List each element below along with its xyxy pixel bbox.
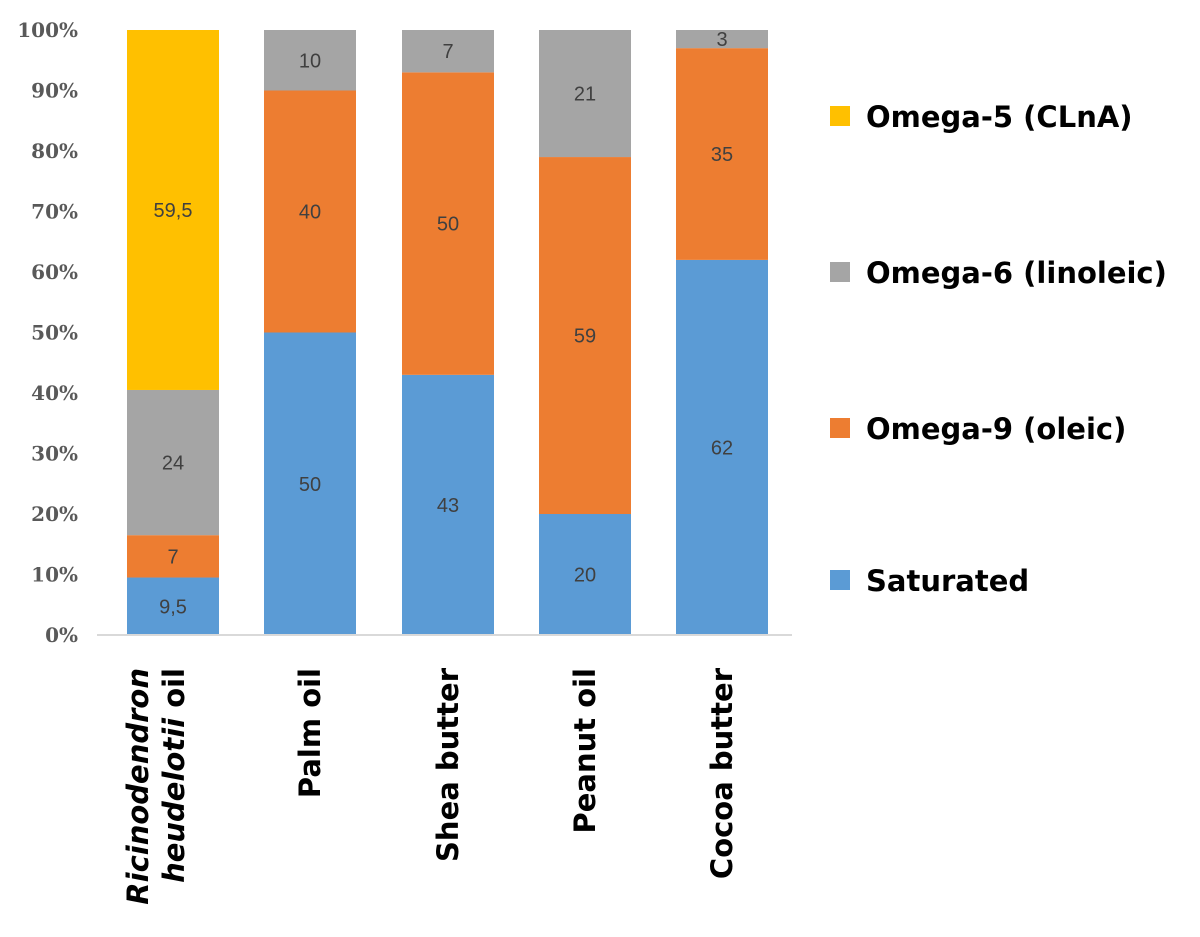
bar-segment-omega-9-oleic bbox=[539, 157, 631, 515]
data-label: 50 bbox=[437, 214, 459, 236]
y-tick-label: 0% bbox=[45, 623, 78, 647]
y-tick-label: 80% bbox=[31, 139, 78, 163]
data-label: 24 bbox=[162, 453, 184, 475]
x-tick-label: Shea butter bbox=[431, 667, 465, 862]
bar-segment-omega-9-oleic bbox=[127, 535, 219, 578]
y-tick-label: 40% bbox=[31, 381, 78, 405]
x-axis-labels: Ricinodendron heudelotii oil Palm oil Shea … bbox=[121, 667, 739, 904]
bar-segment-omega-9-oleic bbox=[402, 72, 494, 375]
data-label: 10 bbox=[299, 50, 321, 72]
legend-swatch-omega-5-clna bbox=[830, 106, 850, 126]
x-tick-label: Palm oil bbox=[293, 668, 327, 798]
x-tick-label: Peanut oil bbox=[568, 668, 602, 834]
data-label: 21 bbox=[574, 84, 596, 106]
legend-label: Omega-9 (oleic) bbox=[866, 412, 1126, 446]
bar-segment-omega-6-linoleic bbox=[539, 30, 631, 158]
data-label: 43 bbox=[437, 495, 459, 517]
x-tick-label-line: Ricinodendron bbox=[121, 668, 155, 905]
data-label: 20 bbox=[574, 565, 596, 587]
data-label: 7 bbox=[442, 41, 453, 63]
data-label: 9,5 bbox=[159, 596, 187, 618]
legend-swatch-saturated bbox=[830, 570, 850, 590]
x-tick-label: Cocoa butter bbox=[705, 667, 739, 879]
bar-segment-omega-5-clna bbox=[127, 30, 219, 390]
data-label: 59,5 bbox=[154, 200, 193, 222]
y-tick-label: 70% bbox=[31, 200, 78, 224]
bar-segment-saturated bbox=[676, 259, 768, 635]
bar-segment-saturated bbox=[402, 374, 494, 635]
legend-swatch-omega-6-linoleic bbox=[830, 262, 850, 282]
bar-segment-omega-9-oleic bbox=[264, 90, 356, 333]
bar-segment-omega-6-linoleic bbox=[127, 389, 219, 536]
legend-label: Omega-6 (linoleic) bbox=[866, 256, 1167, 290]
x-tick-label-line: heudelotii oil bbox=[157, 668, 191, 883]
legend-label: Omega-5 (CLnA) bbox=[866, 100, 1133, 134]
data-label: 35 bbox=[711, 144, 733, 166]
data-label: 40 bbox=[299, 202, 321, 224]
y-tick-label: 60% bbox=[31, 260, 78, 284]
y-axis: 0% 10% 20% 30% 40% 50% 60% 70% 80% 90% 100% bbox=[17, 18, 78, 647]
legend-swatch-omega-9-oleic bbox=[830, 418, 850, 438]
data-label: 62 bbox=[711, 437, 733, 459]
y-tick-label: 10% bbox=[31, 563, 78, 587]
legend-label: Saturated bbox=[866, 564, 1029, 598]
data-label: 50 bbox=[299, 474, 321, 496]
bar-segment-omega-6-linoleic bbox=[264, 30, 356, 91]
y-tick-label: 100% bbox=[17, 18, 78, 42]
legend: Omega-5 (CLnA) Omega-6 (linoleic) Omega-9 … bbox=[830, 100, 1167, 598]
bar-segment-omega-9-oleic bbox=[676, 48, 768, 260]
data-label: 59 bbox=[574, 326, 596, 348]
bar-segment-saturated bbox=[127, 577, 219, 635]
x-tick-label: Ricinodendron heudelotii oil bbox=[121, 668, 191, 905]
y-tick-label: 90% bbox=[31, 79, 78, 103]
bar-segment-omega-6-linoleic bbox=[676, 30, 768, 49]
y-tick-label: 30% bbox=[31, 442, 78, 466]
bars-group: 9,5 7 24 59,5 50 40 10 43 50 7 20 59 21 62 35 3 bbox=[127, 29, 768, 635]
bar-segment-omega-6-linoleic bbox=[402, 30, 494, 73]
y-tick-label: 50% bbox=[31, 321, 78, 345]
bar-segment-saturated bbox=[264, 332, 356, 635]
data-label: 3 bbox=[716, 29, 727, 51]
bar-segment-saturated bbox=[539, 514, 631, 635]
y-tick-label: 20% bbox=[31, 502, 78, 526]
data-label: 7 bbox=[167, 546, 178, 568]
